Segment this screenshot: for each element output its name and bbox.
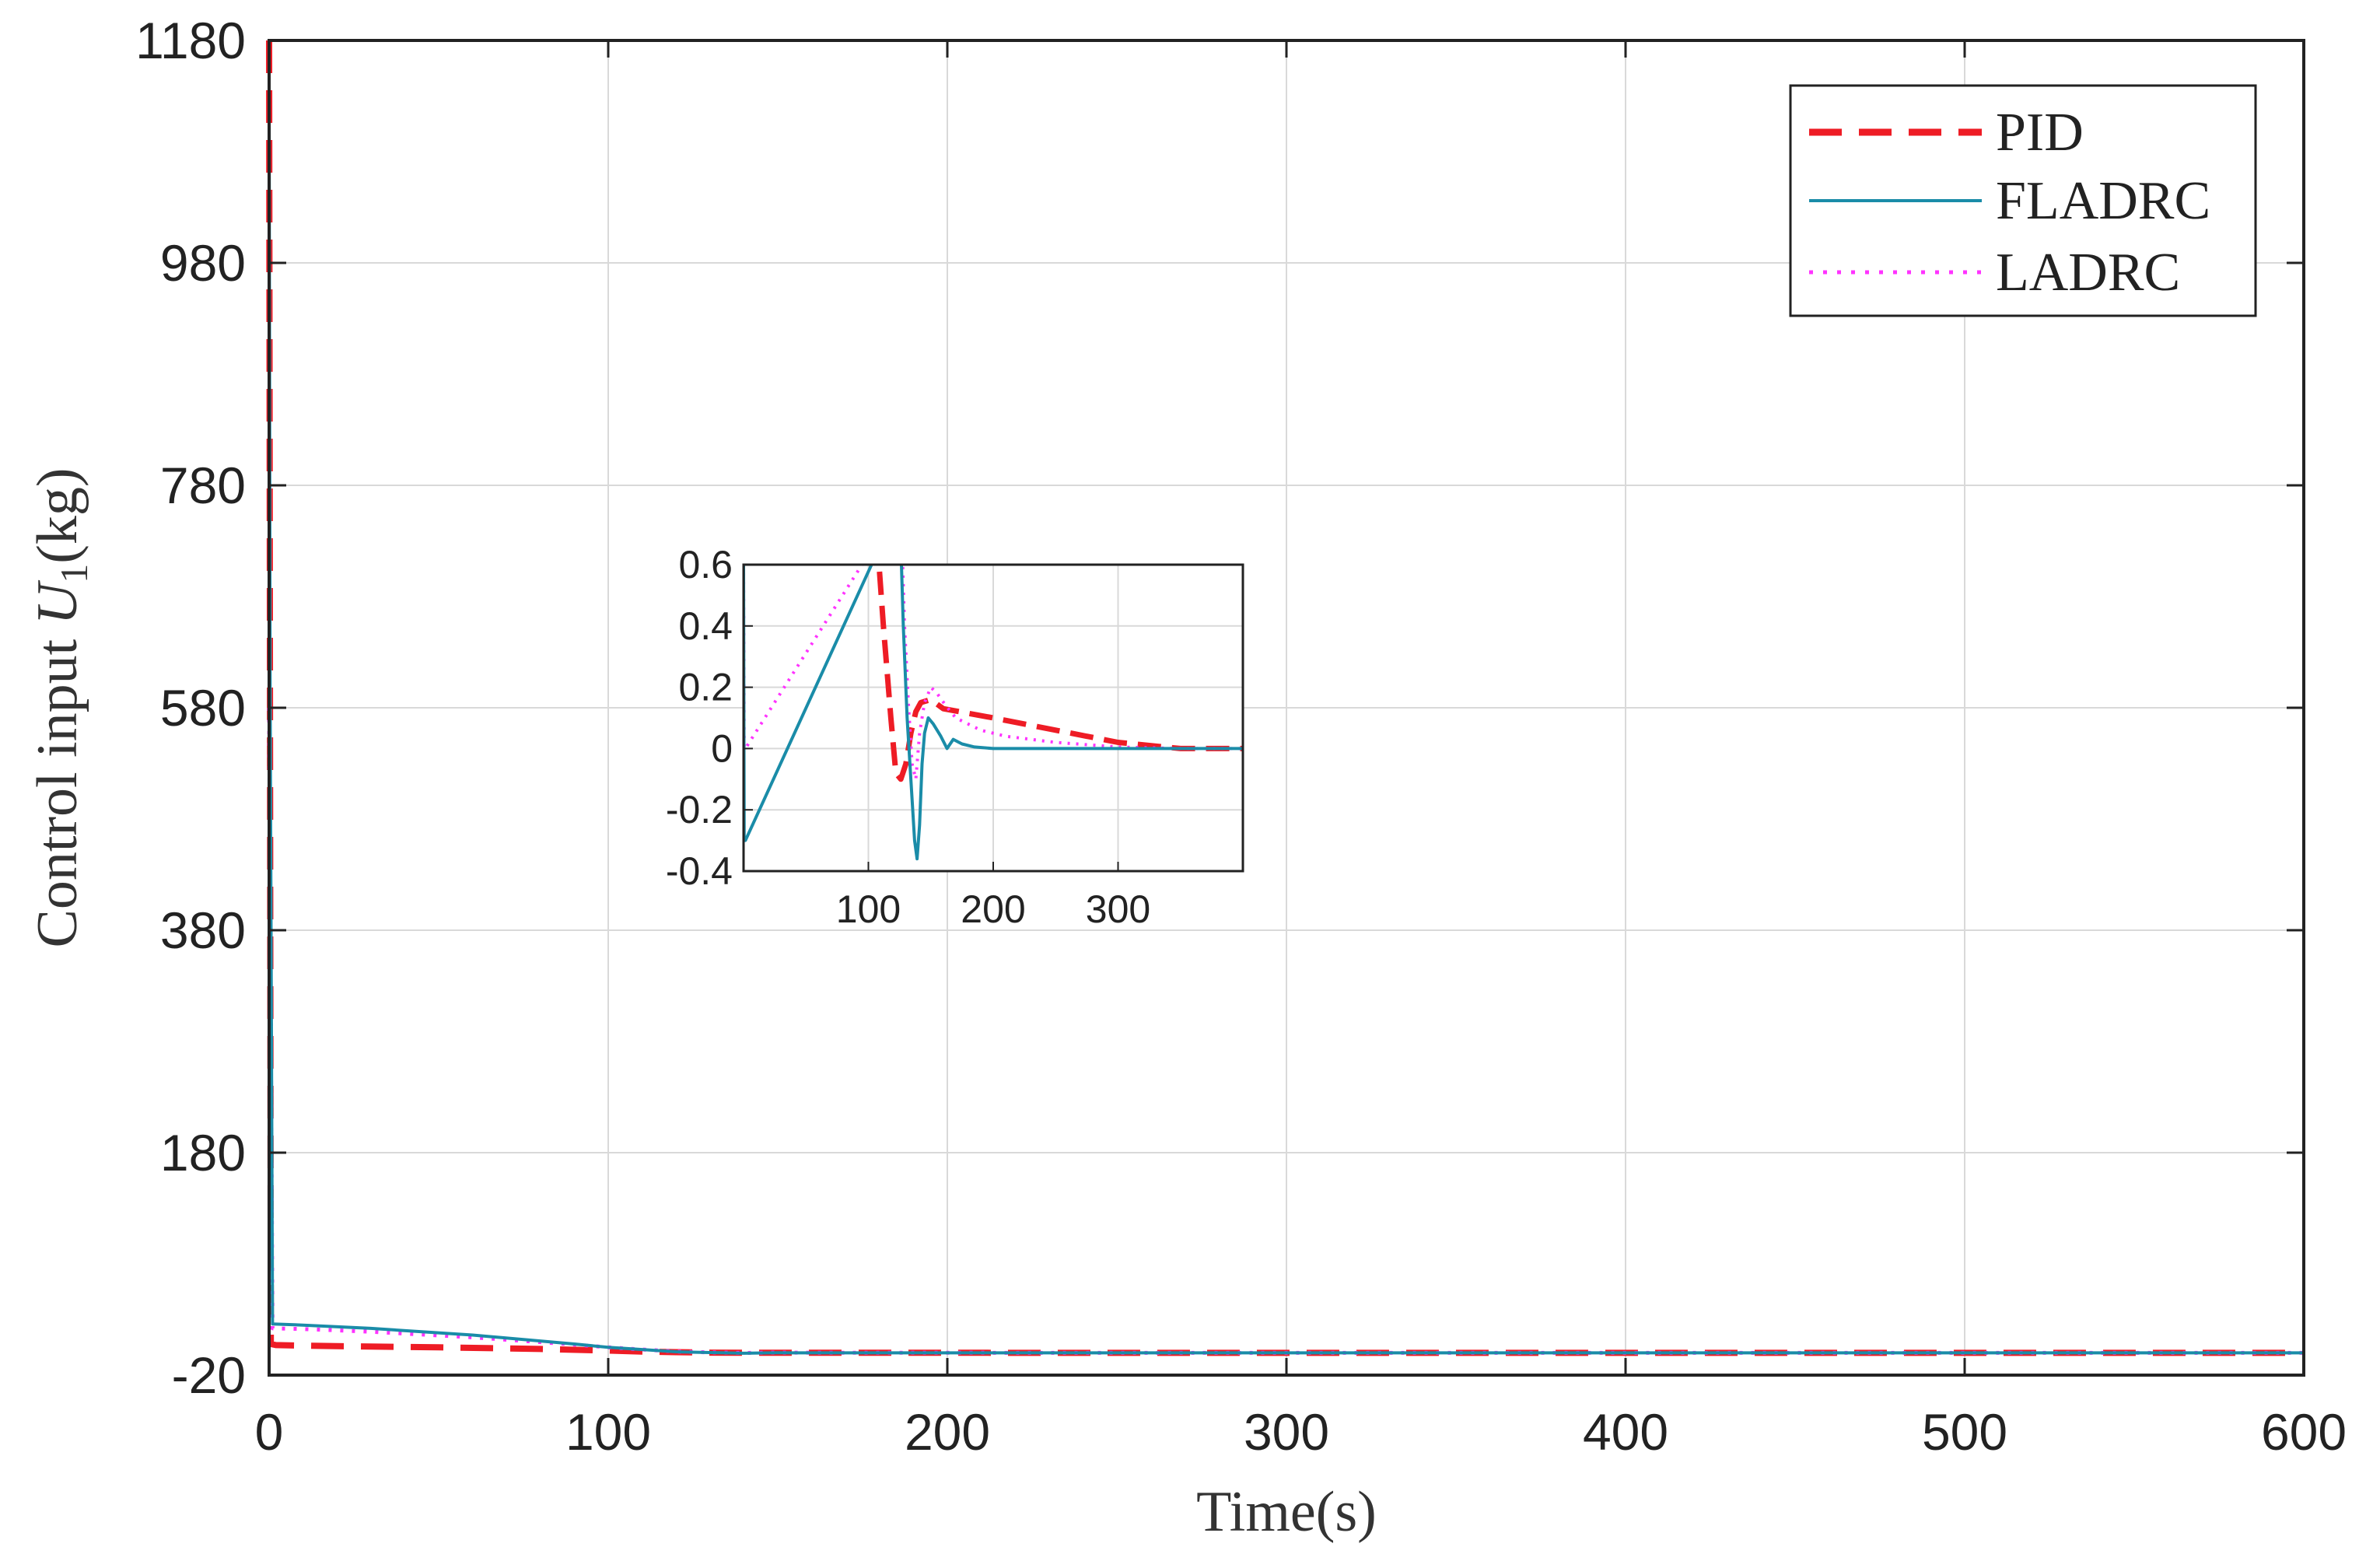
inset-x-tick-label: 300 [1086,887,1150,931]
inset-y-tick-label: -0.2 [666,788,733,831]
main-ticks: 0 100 200 300 400 500 600 -20 180 380 580 780 980 118… [135,12,2347,1461]
legend-label-fladrc: FLADRC [1996,171,2210,231]
inset-y-tick-label: 0 [711,726,733,770]
x-axis-label: Time(s) [1196,1480,1377,1544]
main-series [266,40,2304,1356]
y-tick-label: 180 [160,1124,246,1181]
x-tick-label: 200 [905,1403,990,1461]
inset-x-tick-label: 200 [961,887,1025,931]
inset-x-tick-label: 100 [836,887,901,931]
inset-series-line-pid [876,565,1243,782]
inset-chart: 100 200 300 -0.4 -0.2 0 0.2 0.4 0.6 [666,543,1244,931]
series-line-fladrc [268,96,2304,1355]
inset-y-tick-label: -0.4 [666,849,733,893]
inset-y-tick-label: 0.6 [678,543,733,586]
x-tick-label: 600 [2261,1403,2347,1461]
inset-series [744,565,1243,861]
y-tick-label: 1180 [135,12,246,69]
legend-label-ladrc: LADRC [1996,243,2180,303]
inset-ticks: 100 200 300 -0.4 -0.2 0 0.2 0.4 0.6 [666,543,1150,931]
y-tick-label: 580 [160,679,246,737]
inset-series-line-fladrc [744,565,1243,861]
inset-y-tick-label: 0.4 [678,604,733,648]
x-tick-label: 100 [565,1403,651,1461]
x-tick-label: 400 [1583,1403,1668,1461]
y-tick-label: 980 [160,234,246,292]
inset-y-tick-label: 0.2 [678,666,733,709]
y-axis-label: Control input U1(kg) [26,468,96,948]
y-tick-label: 380 [160,901,246,959]
legend-label-pid: PID [1996,103,2084,163]
y-tick-label: 780 [160,457,246,514]
x-tick-label: 0 [255,1403,284,1461]
legend: PID FLADRC LADRC [1789,84,2257,317]
x-tick-label: 300 [1244,1403,1329,1461]
x-tick-label: 500 [1922,1403,2007,1461]
y-tick-label: -20 [172,1346,246,1404]
